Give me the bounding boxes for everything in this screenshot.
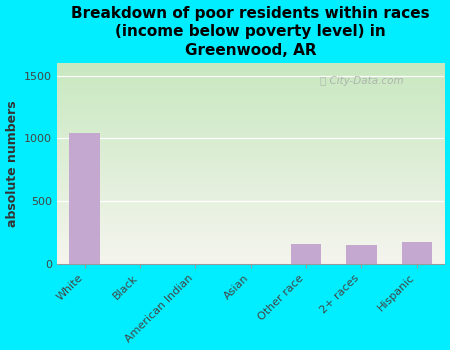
Text: ⓘ City-Data.com: ⓘ City-Data.com — [320, 76, 404, 86]
Bar — [346, 245, 377, 264]
Bar — [69, 133, 100, 264]
Bar — [401, 242, 432, 264]
Title: Breakdown of poor residents within races
(income below poverty level) in
Greenwo: Breakdown of poor residents within races… — [72, 6, 430, 58]
Bar — [291, 244, 321, 264]
Y-axis label: absolute numbers: absolute numbers — [5, 100, 18, 227]
